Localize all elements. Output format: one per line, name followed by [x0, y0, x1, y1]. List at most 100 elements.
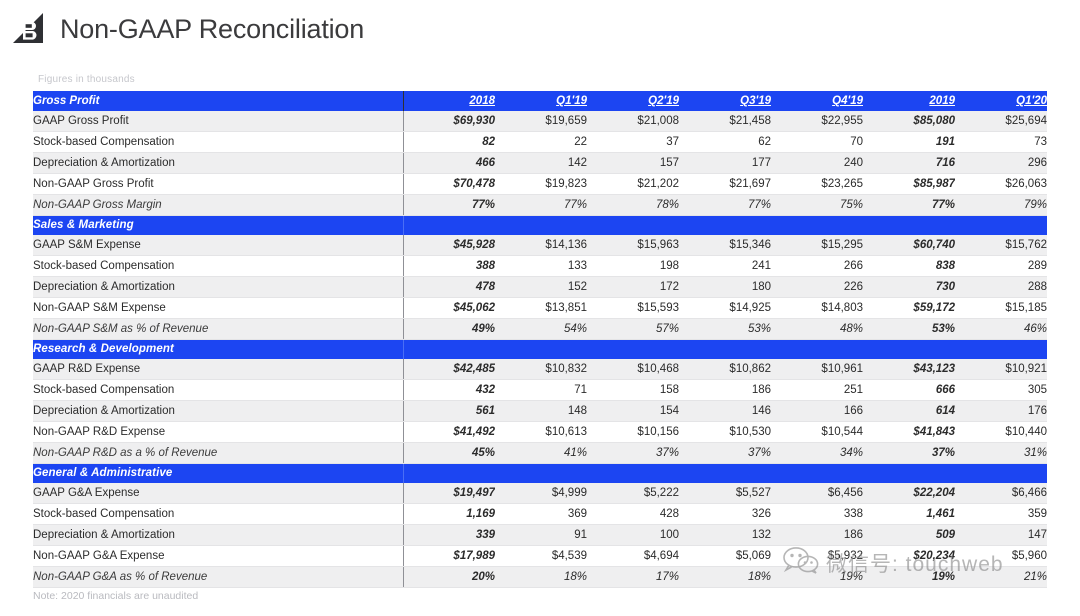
page-title: Non-GAAP Reconciliation: [60, 13, 365, 44]
cell-fy2019: $43,123: [863, 359, 955, 380]
cell-q419: 251: [771, 379, 863, 401]
cell-fy2018: 77%: [402, 194, 495, 216]
row-label: Stock-based Compensation: [33, 379, 403, 401]
table-row: GAAP R&D Expense $42,485 $10,832 $10,468 $10…: [33, 359, 1047, 380]
section-header-cell: [402, 215, 495, 235]
cell-q319: 53%: [679, 318, 771, 340]
column-header-q319: Q3'19: [679, 91, 771, 111]
cell-fy2018: 466: [402, 152, 495, 174]
cell-q119: 77%: [495, 194, 587, 216]
cell-q319: $21,697: [679, 173, 771, 195]
cell-q219: 158: [587, 379, 679, 401]
cell-q219: 57%: [587, 318, 679, 340]
cell-q319: $21,458: [679, 111, 771, 132]
cell-q120: 359: [955, 503, 1047, 525]
cell-q419: 19%: [771, 566, 863, 588]
cell-q119: $10,832: [495, 359, 587, 380]
table-row: Non-GAAP G&A as % of Revenue 20% 18% 17% 18%…: [33, 566, 1047, 588]
cell-q119: 18%: [495, 566, 587, 588]
section-header-cell: [587, 215, 679, 235]
cell-q119: $19,823: [495, 173, 587, 195]
cell-q319: $10,530: [679, 421, 771, 443]
table-row: Depreciation & Amortization 466 142 157 177 2…: [33, 152, 1047, 174]
cell-q319: $14,925: [679, 297, 771, 319]
cell-q119: $4,539: [495, 545, 587, 567]
cell-q119: 152: [495, 276, 587, 298]
cell-q319: 180: [679, 276, 771, 298]
section-header-cell: [863, 339, 955, 359]
cell-q219: $10,468: [587, 359, 679, 380]
cell-q219: $15,963: [587, 235, 679, 256]
cell-q120: $15,185: [955, 297, 1047, 319]
cell-fy2018: $69,930: [402, 111, 495, 132]
section-title: Sales & Marketing: [33, 215, 403, 235]
cell-q219: $21,202: [587, 173, 679, 195]
cell-fy2019: 77%: [863, 194, 955, 216]
title-bar: Non-GAAP Reconciliation: [0, 0, 1080, 58]
cell-fy2019: $85,080: [863, 111, 955, 132]
cell-fy2019: $22,204: [863, 483, 955, 504]
cell-fy2018: $19,497: [402, 483, 495, 504]
cell-fy2018: 478: [402, 276, 495, 298]
cell-fy2019: 37%: [863, 442, 955, 464]
cell-q119: $10,613: [495, 421, 587, 443]
cell-q419: $23,265: [771, 173, 863, 195]
cell-fy2019: 614: [863, 400, 955, 422]
row-label: Non-GAAP Gross Margin: [33, 194, 403, 216]
cell-q120: $10,440: [955, 421, 1047, 443]
cell-fy2019: $20,234: [863, 545, 955, 567]
table-row: GAAP Gross Profit $69,930 $19,659 $21,008 $2…: [33, 111, 1047, 132]
cell-q319: 37%: [679, 442, 771, 464]
cell-q119: $13,851: [495, 297, 587, 319]
row-label: Depreciation & Amortization: [33, 152, 403, 174]
row-label: Non-GAAP G&A as % of Revenue: [33, 566, 403, 588]
row-label: GAAP G&A Expense: [33, 483, 403, 504]
financial-table: Gross Profit 2018 Q1'19 Q2'19 Q3'19 Q4'19 2019…: [33, 91, 1047, 588]
cell-q419: $15,295: [771, 235, 863, 256]
cell-q319: 18%: [679, 566, 771, 588]
cell-q419: 186: [771, 524, 863, 546]
table-row: Depreciation & Amortization 478 152 172 180 2…: [33, 276, 1047, 298]
row-label: GAAP R&D Expense: [33, 359, 403, 380]
cell-q419: $10,961: [771, 359, 863, 380]
table-row: Stock-based Compensation 82 22 37 62 70 191 73: [33, 131, 1047, 153]
row-label: Non-GAAP S&M Expense: [33, 297, 403, 319]
cell-q319: $15,346: [679, 235, 771, 256]
section-header-row: General & Administrative: [33, 463, 1047, 483]
row-label: GAAP Gross Profit: [33, 111, 403, 132]
non-gaap-reconciliation-table: Gross Profit 2018 Q1'19 Q2'19 Q3'19 Q4'19 2019…: [33, 91, 1047, 588]
section-header-cell: [955, 463, 1047, 483]
column-header-q419: Q4'19: [771, 91, 863, 111]
cell-q120: $25,694: [955, 111, 1047, 132]
cell-q219: 157: [587, 152, 679, 174]
section-header-cell: [402, 339, 495, 359]
cell-q219: 100: [587, 524, 679, 546]
cell-fy2019: 730: [863, 276, 955, 298]
section-header-cell: [587, 339, 679, 359]
cell-q120: 79%: [955, 194, 1047, 216]
cell-q319: 146: [679, 400, 771, 422]
cell-q119: 91: [495, 524, 587, 546]
cell-q120: $10,921: [955, 359, 1047, 380]
cell-fy2018: $17,989: [402, 545, 495, 567]
cell-fy2019: $59,172: [863, 297, 955, 319]
section-title: Research & Development: [33, 339, 403, 359]
cell-fy2019: 1,461: [863, 503, 955, 525]
row-label: Stock-based Compensation: [33, 131, 403, 153]
row-label: Depreciation & Amortization: [33, 400, 403, 422]
cell-q120: $15,762: [955, 235, 1047, 256]
section-title: Gross Profit: [33, 91, 403, 111]
cell-q120: 147: [955, 524, 1047, 546]
cell-q319: 326: [679, 503, 771, 525]
cell-q419: $14,803: [771, 297, 863, 319]
cell-q219: $21,008: [587, 111, 679, 132]
section-header-cell: [955, 215, 1047, 235]
section-header-row: Gross Profit 2018 Q1'19 Q2'19 Q3'19 Q4'19 2019…: [33, 91, 1047, 111]
cell-q119: 54%: [495, 318, 587, 340]
row-label: Depreciation & Amortization: [33, 276, 403, 298]
cell-q219: 198: [587, 255, 679, 277]
row-label: Depreciation & Amortization: [33, 524, 403, 546]
cell-q119: 41%: [495, 442, 587, 464]
cell-q119: 22: [495, 131, 587, 153]
cell-q119: $4,999: [495, 483, 587, 504]
